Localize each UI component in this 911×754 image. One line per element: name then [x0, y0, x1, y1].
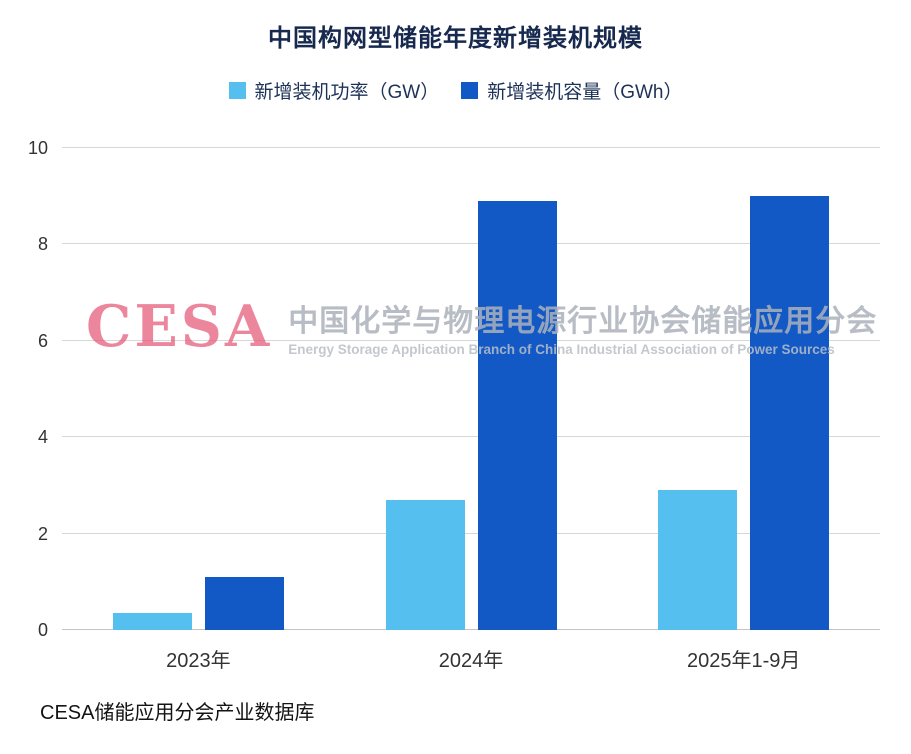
- x-axis: 2023年 2024年 2025年1-9月: [62, 644, 880, 673]
- bar: [658, 490, 738, 630]
- bar-group: [335, 148, 608, 630]
- legend-item-power: 新增装机功率（GW）: [228, 77, 440, 104]
- plot-area: [62, 147, 880, 630]
- legend-swatch-capacity: [461, 82, 479, 99]
- x-tick-label: 2023年: [166, 650, 231, 672]
- y-tick-label: 4: [37, 427, 48, 448]
- legend-label-power: 新增装机功率（GW）: [254, 82, 440, 103]
- bar: [477, 201, 557, 630]
- chart-title: 中国构网型储能年度新增装机规模: [268, 25, 643, 52]
- x-tick-label: 2024年: [438, 650, 504, 672]
- gridline: [62, 436, 880, 438]
- legend-item-capacity: 新增装机容量（GWh）: [461, 77, 683, 104]
- y-axis: 0 2 4 6 8 10: [14, 139, 54, 639]
- y-tick-label: 0: [37, 620, 48, 640]
- gridline: [62, 339, 880, 341]
- y-tick-label: 6: [37, 330, 48, 351]
- data-source-note: CESA储能应用分会产业数据库: [40, 702, 315, 724]
- y-tick-label: 8: [37, 234, 48, 255]
- legend-swatch-power: [228, 82, 246, 99]
- gridline: [62, 629, 880, 630]
- x-tick-label: 2025年1-9月: [686, 650, 801, 672]
- y-tick-label: 2: [37, 523, 48, 544]
- bar: [112, 613, 192, 630]
- gridline: [62, 532, 880, 534]
- gridline: [62, 147, 880, 148]
- bar: [385, 499, 465, 630]
- bar-group: [62, 148, 335, 630]
- bar-group: [607, 148, 880, 630]
- y-tick-label: 10: [27, 138, 48, 158]
- legend-label-capacity: 新增装机容量（GWh）: [487, 82, 683, 103]
- legend: 新增装机功率（GW） 新增装机容量（GWh）: [0, 77, 911, 104]
- bars: [62, 148, 880, 630]
- bar: [204, 576, 284, 630]
- gridline: [62, 243, 880, 245]
- bar: [750, 196, 830, 630]
